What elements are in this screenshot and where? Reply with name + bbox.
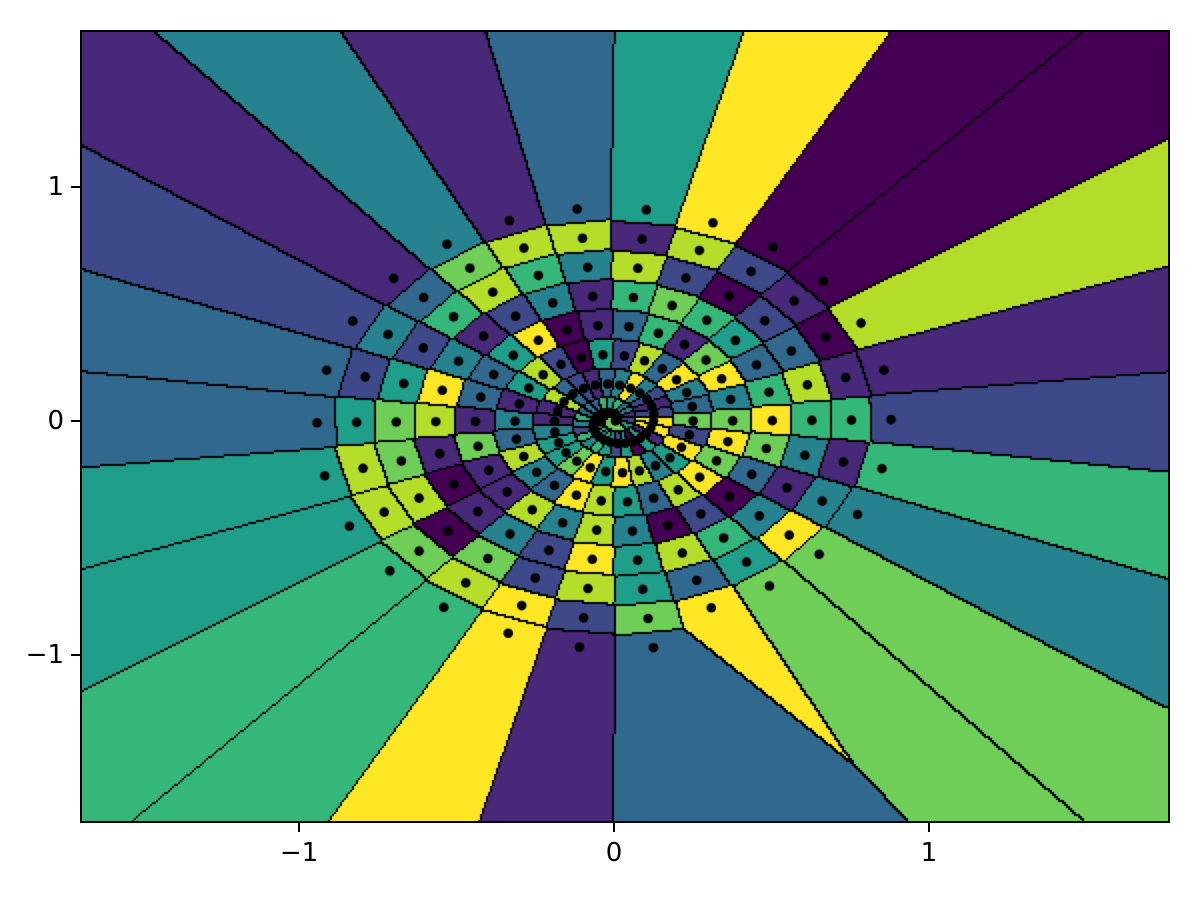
x-tick-label: 1 — [920, 838, 938, 868]
plot-area — [80, 30, 1170, 823]
voronoi-spiral-canvas — [82, 32, 1168, 821]
y-tick-label: −1 — [25, 640, 64, 671]
y-tick-mark — [71, 420, 80, 423]
x-tick-mark — [298, 823, 300, 832]
y-tick-mark — [71, 186, 80, 189]
x-tick-mark — [927, 823, 930, 832]
y-tick-mark — [71, 654, 80, 657]
x-tick-mark — [612, 823, 615, 832]
x-tick-label: −1 — [279, 838, 319, 868]
x-tick-label: 0 — [605, 838, 623, 868]
y-tick-label: 1 — [47, 172, 64, 203]
y-tick-label: 0 — [47, 406, 64, 437]
